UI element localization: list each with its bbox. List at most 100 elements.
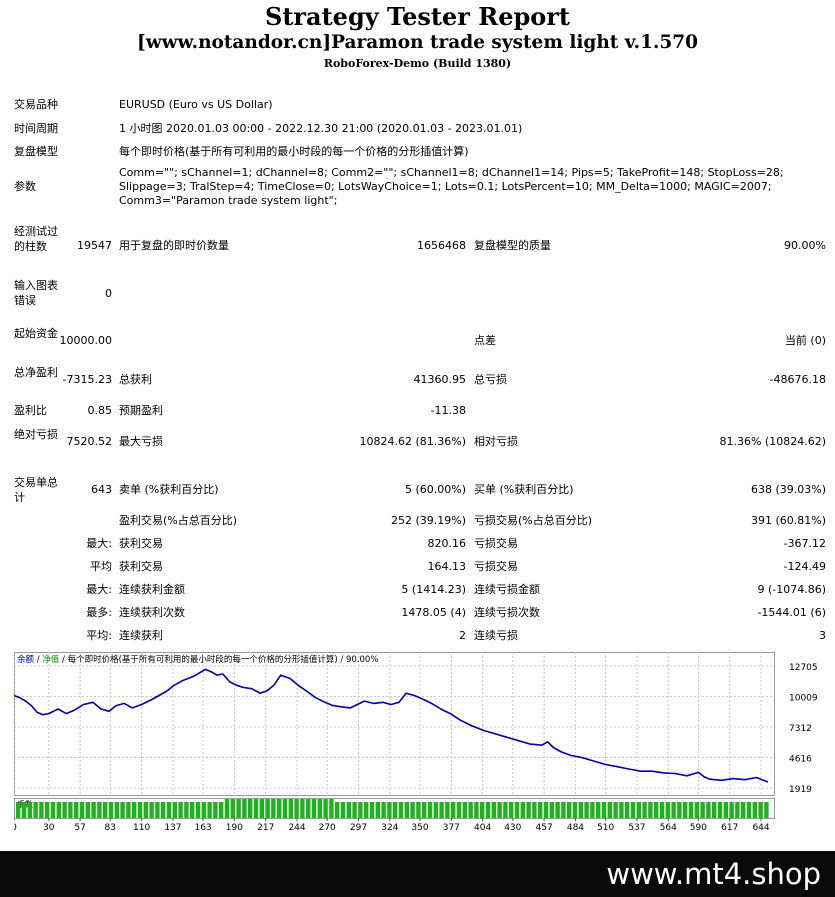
report-title: Strategy Tester Report — [264, 2, 571, 31]
x-tick-label: 30 — [43, 823, 55, 832]
volume-bar — [172, 802, 177, 818]
volume-bar — [21, 802, 27, 818]
volume-bar — [143, 802, 148, 818]
volume-bar — [85, 802, 90, 818]
params-line-2: Slippage=3; TralStep=4; TimeClose=0; Lot… — [119, 180, 772, 193]
volume-bar — [259, 799, 264, 818]
deposit-value: 10000.00 — [59, 334, 113, 347]
largest-loss-value: -367.12 — [783, 537, 826, 550]
average-profit-label: 获利交易 — [119, 560, 163, 573]
volume-bar — [120, 802, 125, 818]
volume-bar — [33, 802, 38, 818]
volume-bar — [288, 799, 293, 818]
volume-bar — [451, 802, 456, 818]
legend-part: 余额 — [17, 654, 35, 665]
x-tick-label: 590 — [690, 823, 707, 832]
volume-bar — [555, 802, 560, 818]
volume-bar — [659, 802, 665, 818]
avg-cons-wins-label: 连续获利 — [119, 629, 163, 642]
volume-bar — [514, 802, 520, 818]
model-label: 复盘模型 — [14, 145, 58, 158]
expected-payoff-label: 预期盈利 — [119, 404, 163, 417]
volume-bar — [265, 799, 270, 818]
y-tick-label: 4616 — [789, 754, 812, 764]
average-profit-value: 164.13 — [427, 560, 467, 573]
period-value: 1 小时图 2020.01.03 00:00 - 2022.12.30 21:0… — [119, 122, 523, 135]
volume-bar — [161, 802, 166, 818]
volume-bar — [630, 802, 636, 818]
volume-bar — [485, 802, 491, 818]
x-tick-label: 57 — [74, 823, 85, 832]
volume-bar — [491, 802, 496, 818]
volume-bar — [468, 802, 473, 818]
volume-bar — [329, 799, 334, 818]
volume-bar — [636, 802, 641, 818]
volume-bar — [422, 802, 427, 818]
volume-bar — [474, 802, 479, 818]
volume-bar — [126, 802, 131, 818]
profit-trades-value: 252 (39.19%) — [390, 514, 466, 527]
volume-bar — [590, 802, 595, 818]
volume-bar — [79, 802, 85, 818]
volume-bar — [27, 802, 32, 818]
avg-prefix: 平均: — [86, 629, 112, 642]
volume-bar — [746, 802, 752, 818]
volume-bar — [230, 799, 235, 818]
legend-part: 净值 — [40, 654, 60, 665]
largest-profit-value: 820.16 — [427, 537, 467, 550]
volume-bar — [300, 799, 305, 818]
volume-bar — [665, 802, 670, 818]
max-prefix: 最大: — [86, 583, 112, 596]
bars-value: 19547 — [77, 239, 112, 252]
errors-label: 输入图表错误 — [14, 279, 58, 307]
largest-profit-label: 获利交易 — [119, 537, 163, 550]
long-positions-label: 买单 (%获利百分比) — [474, 483, 574, 496]
volume-bar — [509, 802, 514, 818]
y-tick-label: 7312 — [789, 724, 812, 734]
x-tick-label: 350 — [411, 823, 428, 832]
volume-bar — [213, 802, 218, 818]
volume-bar — [601, 802, 607, 818]
volume-bar — [427, 802, 433, 818]
x-tick-label: 617 — [721, 823, 738, 832]
legend-part: / — [59, 655, 65, 665]
watermark-band: www.mt4.shop — [0, 851, 835, 897]
params-line-3: Comm3="Paramon trade system light"; — [119, 194, 338, 207]
volume-bar — [642, 802, 647, 818]
x-tick-label: 270 — [319, 823, 336, 832]
volume-bar — [236, 799, 241, 818]
gross-loss-label: 总亏损 — [474, 373, 507, 386]
params-line-1: Comm=""; sChannel=1; dChannel=8; Comm2="… — [119, 166, 784, 179]
volume-bar — [132, 802, 137, 818]
volume-bar — [178, 802, 183, 818]
gross-loss-value: -48676.18 — [769, 373, 826, 386]
max-cons-wins-label: 连续获利金额 — [119, 583, 185, 596]
volume-bar — [242, 799, 247, 818]
volume-bar — [456, 802, 462, 818]
period-label: 时间周期 — [14, 122, 58, 135]
volume-bar — [677, 802, 682, 818]
symbol-label: 交易品种 — [14, 98, 58, 111]
x-tick-label: 83 — [105, 823, 116, 832]
balance-line — [14, 668, 769, 783]
volume-bar — [16, 802, 21, 818]
average-loss-label: 亏损交易 — [474, 560, 518, 573]
volume-bar — [56, 802, 61, 818]
volume-bar — [190, 802, 195, 818]
volume-bar — [358, 802, 363, 818]
volume-bar — [688, 802, 694, 818]
volume-bar — [103, 802, 108, 818]
max-drawdown-value: 10824.62 (81.36%) — [359, 435, 466, 448]
legend-part: 每个即时价格(基于所有可利用的最小时段的每一个价格的分形插值计算) — [65, 654, 338, 665]
volume-bar — [335, 802, 340, 818]
x-tick-label: 537 — [628, 823, 645, 832]
y-tick-label: 1919 — [789, 785, 812, 795]
volume-bar — [654, 802, 659, 818]
y-tick-label: 12705 — [789, 663, 818, 673]
spread-label: 点差 — [474, 334, 496, 347]
symbol-value: EURUSD (Euro vs US Dollar) — [119, 98, 273, 111]
volume-bar — [480, 802, 485, 818]
profit-factor-value: 0.85 — [87, 404, 113, 417]
maximal-cons-loss-value: -1544.01 (6) — [757, 606, 826, 619]
volume-bar — [398, 802, 404, 818]
